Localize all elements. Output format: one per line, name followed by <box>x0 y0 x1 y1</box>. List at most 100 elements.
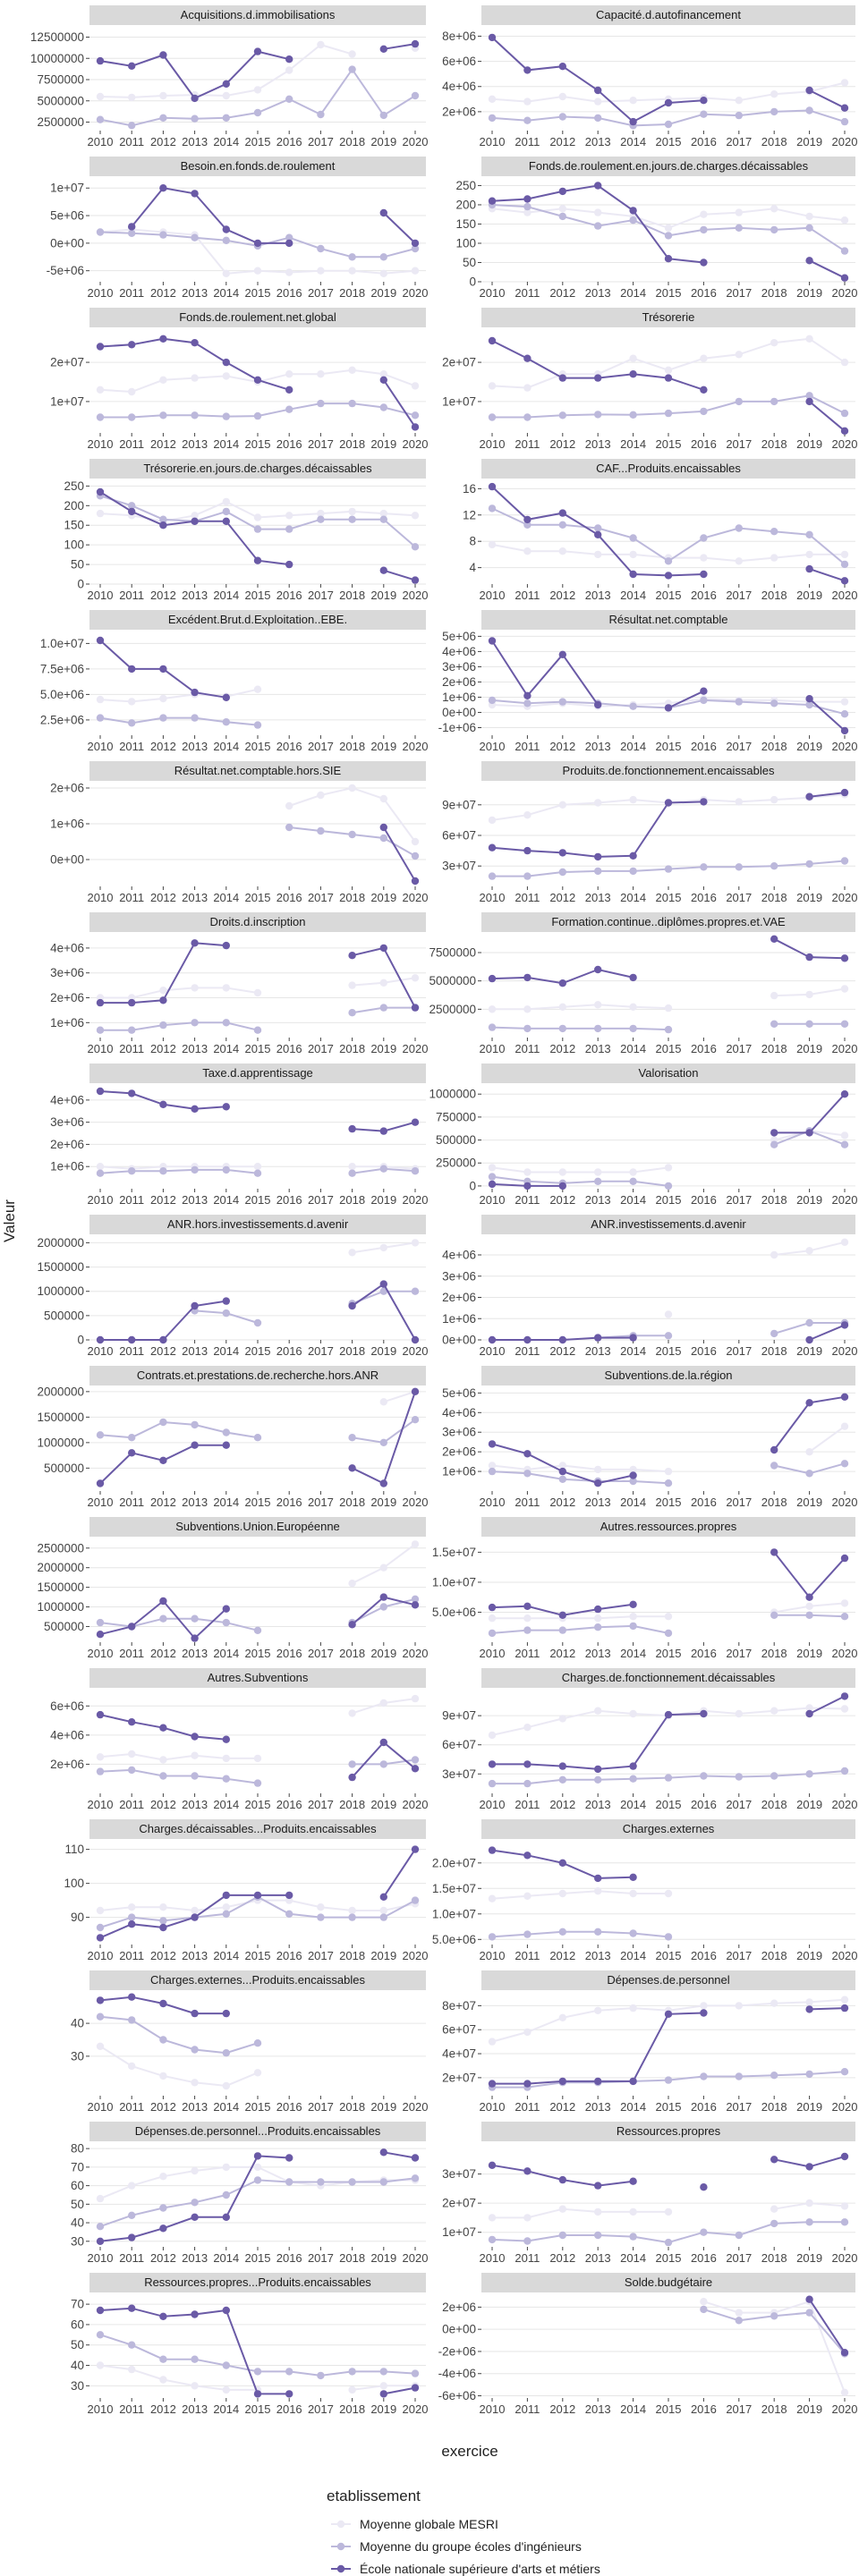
data-point <box>840 1460 849 1468</box>
data-point <box>222 2009 230 2018</box>
x-tick-label: 2014 <box>213 2100 239 2114</box>
data-point <box>379 208 387 217</box>
data-point <box>629 1477 637 1486</box>
x-tick-label: 2010 <box>88 1193 114 1207</box>
data-point <box>96 1026 105 1034</box>
data-point <box>840 409 849 418</box>
data-point <box>664 1613 673 1621</box>
facet-title: Charges.externes <box>623 1822 715 1835</box>
data-point <box>128 1913 136 1921</box>
data-point <box>594 799 602 807</box>
data-point <box>700 696 708 705</box>
data-point <box>317 1913 325 1921</box>
data-point <box>285 801 293 810</box>
y-tick-label: 150 <box>64 519 84 532</box>
x-tick-label: 2017 <box>726 1042 752 1055</box>
x-tick-label: 2018 <box>339 1647 365 1660</box>
data-point <box>348 1301 356 1310</box>
data-point <box>96 413 105 421</box>
data-point <box>159 1614 167 1623</box>
series-line <box>383 569 416 581</box>
series-line <box>383 2386 416 2395</box>
x-tick-label: 2012 <box>549 135 575 148</box>
data-point <box>700 798 708 806</box>
data-point <box>523 97 532 106</box>
facet-strip <box>89 1517 426 1537</box>
x-tick-label: 2014 <box>213 1949 239 1962</box>
x-tick-label: 2014 <box>620 437 646 451</box>
data-point <box>700 210 708 218</box>
y-tick-label: -5e+06 <box>47 264 84 277</box>
y-tick-label: 1000000 <box>37 1600 84 1614</box>
data-point <box>317 40 325 49</box>
y-tick-label: 1e+06 <box>50 1160 84 1174</box>
x-tick-label: 2011 <box>515 437 540 451</box>
x-tick-label: 2017 <box>726 1193 752 1207</box>
x-tick-label: 2012 <box>549 1193 575 1207</box>
facet-title: Dépenses.de.personnel...Produits.encaiss… <box>135 2124 381 2138</box>
data-point <box>379 1738 387 1747</box>
data-point <box>805 1448 813 1456</box>
facet-title: Subventions.de.la.région <box>604 1368 732 1382</box>
data-point <box>159 91 167 100</box>
data-point <box>840 1996 849 2004</box>
data-point <box>128 223 136 231</box>
data-point <box>770 2219 778 2228</box>
data-point <box>222 2385 230 2394</box>
x-tick-label: 2010 <box>480 1949 506 1962</box>
x-tick-label: 2014 <box>620 135 646 148</box>
x-tick-label: 2016 <box>691 1042 717 1055</box>
x-tick-label: 2015 <box>245 135 271 148</box>
data-point <box>159 51 167 59</box>
series-line <box>774 1093 846 1134</box>
x-tick-label: 2011 <box>119 589 144 602</box>
data-point <box>664 366 673 374</box>
facet-strip <box>481 912 855 932</box>
x-tick-label: 2014 <box>213 1042 239 1055</box>
x-tick-label: 2019 <box>370 1496 396 1509</box>
x-tick-label: 2013 <box>585 2402 611 2416</box>
data-point <box>379 1243 387 1252</box>
x-axis-title: exercice <box>441 2443 498 2460</box>
y-tick-label: 4e+06 <box>442 1249 476 1262</box>
y-tick-label: 3e+07 <box>442 1767 476 1781</box>
data-point <box>488 336 497 345</box>
series-line <box>491 793 846 821</box>
data-point <box>159 1917 167 1925</box>
data-point <box>411 576 420 584</box>
data-point <box>594 1614 602 1623</box>
x-tick-label: 2020 <box>832 1193 858 1207</box>
data-point <box>770 554 778 562</box>
y-tick-label: 1.0e+07 <box>432 1575 476 1589</box>
y-tick-label: 9e+07 <box>442 798 476 811</box>
x-tick-label: 2018 <box>339 2251 365 2265</box>
x-tick-label: 2018 <box>339 1496 365 1509</box>
x-tick-label: 2019 <box>796 286 822 300</box>
x-tick-label: 2011 <box>119 1798 144 1811</box>
y-tick-label: 0e+00 <box>442 2323 476 2336</box>
data-point <box>379 1127 387 1135</box>
x-tick-label: 2017 <box>308 589 334 602</box>
data-point <box>805 1020 813 1029</box>
x-tick-label: 2015 <box>656 2100 682 2114</box>
data-point <box>348 1464 356 1472</box>
data-point <box>191 1733 199 1741</box>
data-point <box>629 570 637 579</box>
y-tick-label: 1e+07 <box>50 182 84 195</box>
series-line <box>382 826 416 882</box>
x-tick-label: 2015 <box>245 589 271 602</box>
data-point <box>96 1923 105 1932</box>
data-point <box>285 823 293 832</box>
series-line <box>99 688 259 703</box>
x-tick-label: 2020 <box>832 1042 858 1055</box>
x-tick-label: 2016 <box>691 437 717 451</box>
data-point <box>222 1754 230 1763</box>
x-tick-label: 2017 <box>308 286 334 300</box>
series-line <box>99 1420 259 1439</box>
data-point <box>664 1933 673 1941</box>
y-tick-label: 100 <box>64 1877 84 1890</box>
x-tick-label: 2015 <box>245 2402 271 2416</box>
data-point <box>805 86 813 95</box>
facet-strip <box>481 1517 855 1537</box>
data-point <box>805 530 813 538</box>
